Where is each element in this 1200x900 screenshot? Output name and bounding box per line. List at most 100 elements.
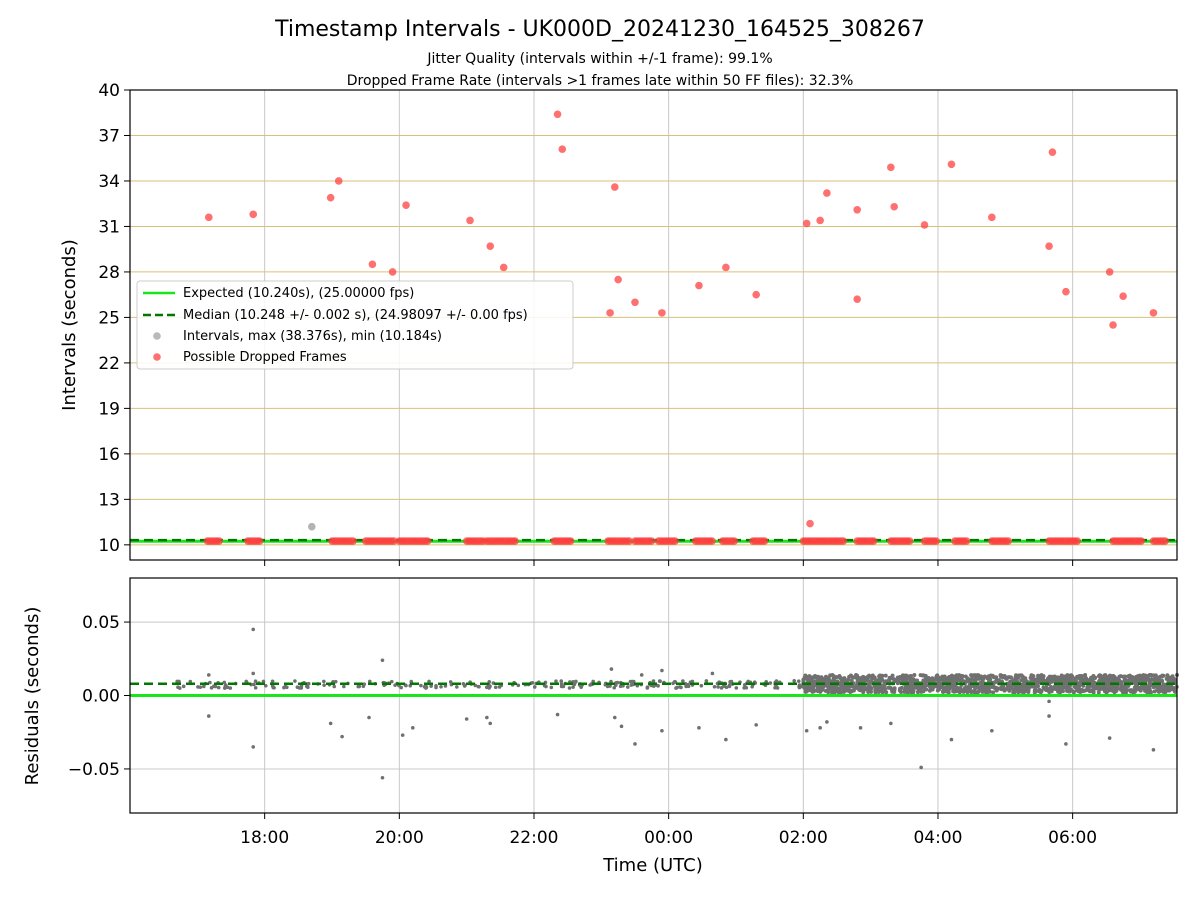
residual-point bbox=[1036, 684, 1041, 689]
residual-point bbox=[768, 681, 773, 685]
residual-point bbox=[1053, 686, 1058, 691]
residual-point bbox=[181, 684, 186, 689]
dropped-frame-point bbox=[760, 537, 769, 545]
dropped-frame-point bbox=[1109, 321, 1117, 329]
residual-point bbox=[357, 684, 362, 689]
dropped-frame-point bbox=[423, 537, 432, 545]
residual-point bbox=[549, 685, 554, 690]
top-y-tick-label: 34 bbox=[98, 172, 120, 192]
residual-point bbox=[1143, 679, 1148, 684]
residual-point bbox=[1161, 673, 1166, 678]
residual-point bbox=[903, 675, 908, 680]
residual-point bbox=[965, 676, 970, 681]
residual-point bbox=[973, 690, 978, 695]
residual-point bbox=[297, 686, 302, 690]
dropped-frame-point bbox=[511, 537, 519, 545]
residual-point bbox=[1064, 678, 1069, 683]
residual-point bbox=[936, 685, 941, 690]
dropped-frame-point bbox=[932, 537, 941, 545]
residual-outlier-point bbox=[754, 723, 758, 727]
residual-point bbox=[213, 684, 218, 689]
residual-point bbox=[342, 684, 346, 689]
residual-outlier-point bbox=[818, 726, 822, 730]
top-y-tick-label: 31 bbox=[98, 217, 120, 237]
dropped-frame-point bbox=[610, 183, 619, 191]
residual-point bbox=[1085, 677, 1090, 682]
residual-outlier-point bbox=[251, 745, 256, 749]
residual-point bbox=[1123, 677, 1128, 682]
top-y-tick-label: 10 bbox=[98, 536, 120, 556]
residual-outlier-point bbox=[825, 720, 829, 724]
residual-point bbox=[728, 680, 732, 684]
dropped-frame-point bbox=[722, 263, 730, 272]
residual-point bbox=[516, 683, 521, 688]
residual-point bbox=[455, 685, 459, 689]
residual-point bbox=[1096, 690, 1101, 695]
residual-point bbox=[332, 684, 337, 689]
residual-point bbox=[959, 678, 964, 683]
residual-point bbox=[488, 684, 492, 689]
residual-point bbox=[631, 682, 635, 687]
residual-point bbox=[796, 679, 801, 683]
residual-point bbox=[896, 676, 901, 681]
dropped-frame-point bbox=[1137, 537, 1146, 545]
chart-title: Timestamp Intervals - UK000D_20241230_16… bbox=[274, 17, 925, 42]
residual-point bbox=[969, 690, 974, 695]
residual-point bbox=[1090, 680, 1095, 685]
residual-point bbox=[917, 684, 922, 689]
residual-point bbox=[1169, 684, 1174, 689]
residual-point bbox=[1001, 684, 1006, 689]
residual-point bbox=[792, 679, 797, 683]
bottom-x-tick-label: 00:00 bbox=[644, 828, 693, 848]
residual-point bbox=[252, 682, 256, 687]
residual-point bbox=[1026, 684, 1031, 689]
residual-outlier-point bbox=[410, 726, 415, 730]
residual-point bbox=[1158, 674, 1163, 679]
residual-point bbox=[645, 685, 650, 690]
dropped-frame-point bbox=[823, 189, 831, 197]
residual-point bbox=[882, 683, 887, 688]
residual-point bbox=[272, 685, 276, 690]
residual-point bbox=[1144, 688, 1149, 693]
residual-point bbox=[1146, 674, 1151, 679]
residual-outlier-point bbox=[619, 724, 624, 729]
residual-point bbox=[1132, 679, 1137, 684]
top-y-tick-label: 19 bbox=[98, 399, 120, 419]
residual-point bbox=[988, 677, 993, 682]
residual-outlier-point bbox=[660, 728, 664, 733]
residual-point bbox=[1073, 685, 1078, 690]
residual-point bbox=[971, 673, 976, 678]
bottom-y-tick-label: 0.05 bbox=[82, 613, 120, 633]
residual-point bbox=[921, 689, 926, 694]
residual-point bbox=[222, 680, 227, 685]
residual-point bbox=[434, 685, 438, 690]
residual-point bbox=[974, 685, 979, 690]
residual-point bbox=[1123, 684, 1128, 689]
legend-median-label: Median (10.248 +/- 0.002 s), (24.98097 +… bbox=[183, 308, 528, 323]
residual-outlier-point bbox=[990, 728, 994, 733]
dropped-frame-point bbox=[869, 537, 878, 545]
dropped-frame-point bbox=[349, 537, 358, 545]
residual-point bbox=[946, 675, 951, 680]
residual-point bbox=[1154, 675, 1159, 680]
residual-point bbox=[439, 684, 443, 689]
residual-point bbox=[1068, 687, 1073, 692]
residual-point bbox=[1080, 688, 1085, 693]
residual-point bbox=[909, 678, 914, 683]
residual-point bbox=[656, 684, 660, 688]
residual-point bbox=[1047, 689, 1052, 694]
dropped-frame-point bbox=[1004, 537, 1013, 545]
residual-point bbox=[476, 684, 481, 689]
residual-outlier-point bbox=[858, 726, 863, 730]
residual-point bbox=[995, 678, 1000, 683]
dropped-frame-point bbox=[988, 213, 996, 222]
residual-outlier-point bbox=[1047, 714, 1051, 718]
residual-outlier-point bbox=[367, 715, 371, 720]
residual-point bbox=[208, 680, 212, 685]
residual-point bbox=[427, 679, 431, 684]
residual-point bbox=[270, 679, 275, 684]
residual-outlier-point bbox=[697, 726, 701, 730]
residual-point bbox=[912, 672, 917, 677]
dropped-frame-point bbox=[695, 281, 703, 290]
residual-point bbox=[1086, 685, 1091, 690]
